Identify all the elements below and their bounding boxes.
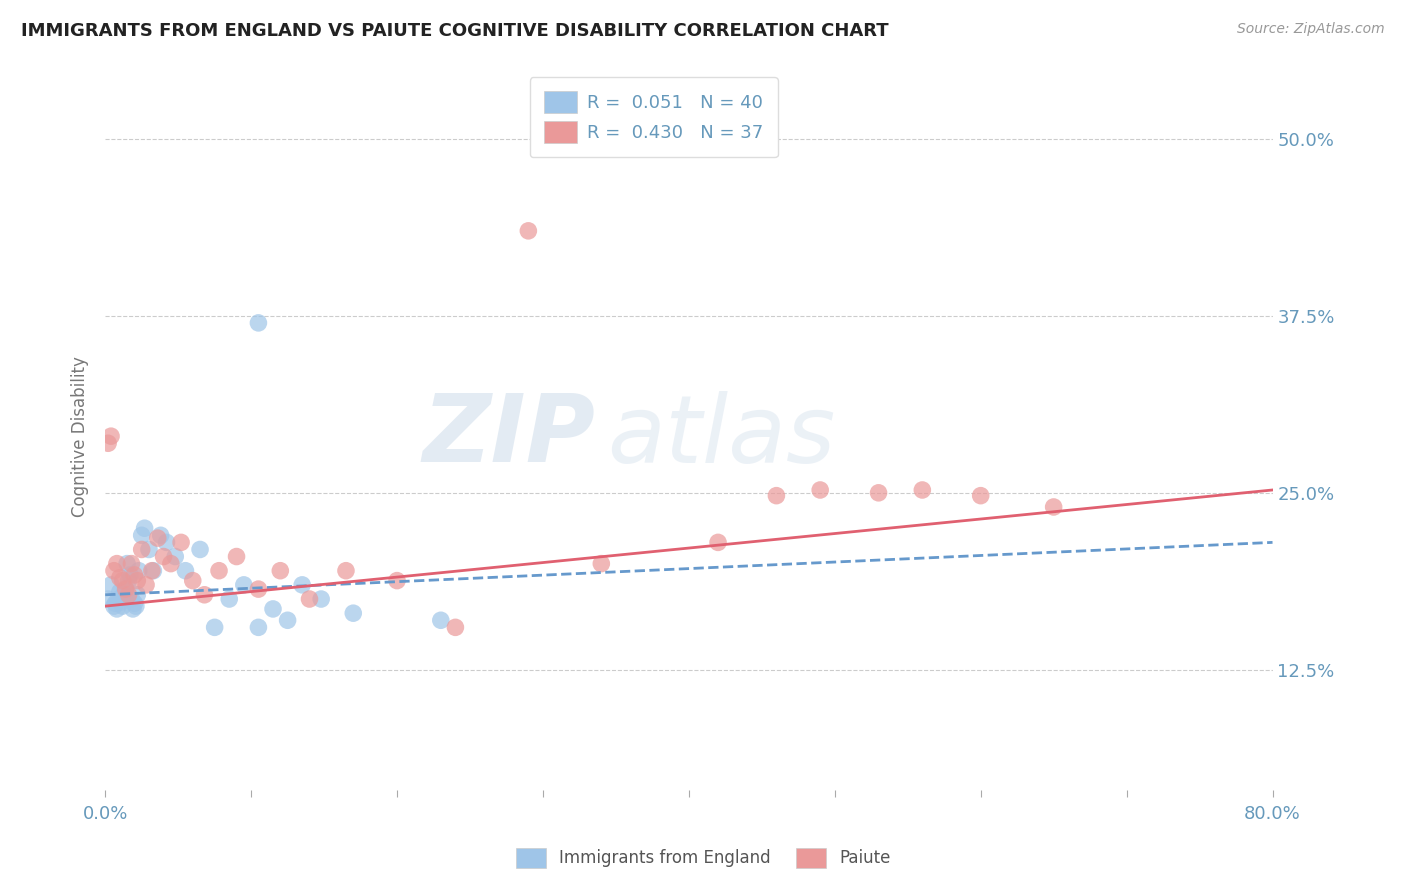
Text: Source: ZipAtlas.com: Source: ZipAtlas.com <box>1237 22 1385 37</box>
Point <box>165 549 187 564</box>
Point <box>269 564 291 578</box>
Point <box>111 599 134 613</box>
Point <box>430 613 453 627</box>
Point <box>868 485 890 500</box>
Point <box>105 602 128 616</box>
Point <box>218 592 240 607</box>
Point <box>1042 500 1064 514</box>
Point <box>309 592 332 607</box>
Point <box>174 564 197 578</box>
Point <box>103 564 125 578</box>
Point <box>108 571 131 585</box>
Point <box>124 568 146 582</box>
Point <box>141 564 163 578</box>
Point <box>152 549 174 564</box>
Point <box>117 588 139 602</box>
Point <box>149 528 172 542</box>
Point <box>146 531 169 545</box>
Point <box>385 574 408 588</box>
Point <box>188 542 211 557</box>
Point <box>970 489 993 503</box>
Point <box>127 588 149 602</box>
Y-axis label: Cognitive Disability: Cognitive Disability <box>72 356 89 516</box>
Point <box>105 557 128 571</box>
Point <box>112 588 135 602</box>
Point <box>262 602 284 616</box>
Point <box>131 528 153 542</box>
Point <box>517 224 540 238</box>
Point <box>765 489 787 503</box>
Text: IMMIGRANTS FROM ENGLAND VS PAIUTE COGNITIVE DISABILITY CORRELATION CHART: IMMIGRANTS FROM ENGLAND VS PAIUTE COGNIT… <box>21 22 889 40</box>
Point <box>128 564 150 578</box>
Point <box>125 599 148 613</box>
Point <box>342 606 364 620</box>
Text: atlas: atlas <box>607 391 835 482</box>
Point <box>193 588 215 602</box>
Point <box>114 582 136 596</box>
Point <box>97 436 120 450</box>
Point <box>142 564 165 578</box>
Point <box>138 542 160 557</box>
Point <box>232 578 254 592</box>
Point <box>121 592 143 607</box>
Point <box>121 557 143 571</box>
Text: ZIP: ZIP <box>423 390 596 483</box>
Point <box>115 557 138 571</box>
Point <box>204 620 226 634</box>
Point <box>335 564 357 578</box>
Point <box>291 578 314 592</box>
Point <box>181 574 204 588</box>
Point <box>208 564 231 578</box>
Point <box>134 521 156 535</box>
Point <box>808 483 831 497</box>
Point <box>124 596 146 610</box>
Point <box>117 574 139 588</box>
Point <box>225 549 247 564</box>
Point <box>135 578 157 592</box>
Point <box>110 595 132 609</box>
Point <box>591 557 613 571</box>
Point <box>107 592 129 607</box>
Point <box>122 602 145 616</box>
Point <box>103 599 125 613</box>
Point <box>111 574 134 588</box>
Point <box>104 596 127 610</box>
Point <box>108 585 131 599</box>
Legend: R =  0.051   N = 40, R =  0.430   N = 37: R = 0.051 N = 40, R = 0.430 N = 37 <box>530 77 778 157</box>
Point <box>170 535 193 549</box>
Point <box>100 578 122 592</box>
Point <box>155 535 177 549</box>
Point <box>298 592 321 607</box>
Point <box>277 613 299 627</box>
Point <box>707 535 730 549</box>
Point <box>118 568 141 582</box>
Point <box>160 557 183 571</box>
Point <box>247 582 270 596</box>
Legend: Immigrants from England, Paiute: Immigrants from England, Paiute <box>509 841 897 875</box>
Point <box>911 483 934 497</box>
Point <box>247 316 270 330</box>
Point <box>97 592 120 607</box>
Point <box>127 574 149 588</box>
Point <box>247 620 270 634</box>
Point <box>114 582 136 596</box>
Point <box>444 620 467 634</box>
Point <box>131 542 153 557</box>
Point <box>100 429 122 443</box>
